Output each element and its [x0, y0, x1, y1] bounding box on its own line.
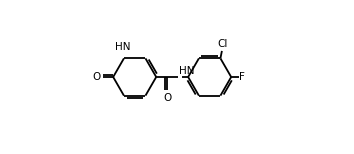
Text: HN: HN: [179, 66, 195, 76]
Text: Cl: Cl: [217, 39, 228, 49]
Text: F: F: [239, 72, 245, 82]
Text: O: O: [163, 93, 171, 103]
Text: O: O: [92, 72, 101, 82]
Text: HN: HN: [115, 42, 130, 52]
